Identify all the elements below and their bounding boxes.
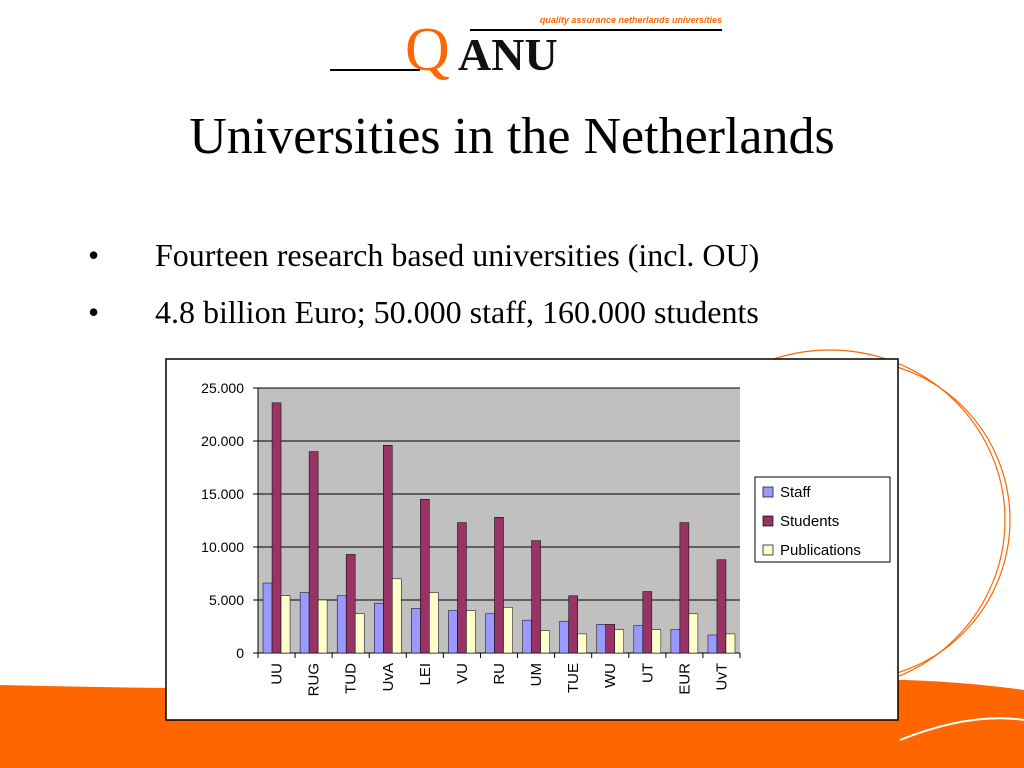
bar [725, 633, 736, 654]
legend-label: Staff [780, 484, 811, 501]
y-tick-label: 10.000 [201, 539, 244, 555]
y-tick-label: 25.000 [201, 380, 244, 396]
bar [262, 582, 273, 654]
bar [354, 613, 365, 654]
bar [651, 629, 662, 654]
legend-box [754, 476, 891, 563]
legend-swatch [762, 486, 774, 498]
bar [596, 624, 606, 654]
bullet-marker: • [88, 237, 99, 273]
legend-label: Students [780, 513, 839, 530]
y-tick-label: 15.000 [201, 486, 244, 502]
x-tick-label: TUD [343, 663, 360, 694]
logo-tagline: quality assurance netherlands universiti… [540, 15, 722, 25]
bar [392, 578, 402, 654]
bar [411, 608, 421, 654]
bar [605, 624, 615, 654]
y-tick-label: 5.000 [209, 592, 244, 608]
y-tick-label: 0 [236, 645, 244, 661]
legend-swatch [762, 544, 774, 556]
bar [308, 451, 319, 654]
logo-initial: Q [405, 16, 450, 84]
bar [345, 554, 356, 654]
x-tick-label: EUR [676, 663, 693, 695]
x-tick-label: RU [491, 663, 508, 685]
slide-title: Universities in the Netherlands [189, 108, 835, 165]
bar [317, 599, 328, 654]
x-tick-label: UU [269, 663, 286, 685]
bar [420, 499, 430, 654]
x-tick-label: WU [602, 663, 619, 688]
bar [633, 625, 644, 654]
bar [429, 592, 439, 654]
bar [280, 595, 291, 654]
logo-text: ANU [458, 29, 558, 80]
bar [679, 522, 690, 654]
bar [559, 620, 569, 654]
bar [383, 444, 393, 654]
bar [494, 517, 504, 654]
legend-swatch [762, 515, 774, 527]
x-tick-label: UT [639, 663, 656, 683]
bar [299, 592, 310, 654]
y-tick-label: 20.000 [201, 433, 244, 449]
bar [271, 402, 282, 654]
bar [707, 634, 718, 654]
bar [448, 610, 458, 654]
bar [374, 602, 384, 654]
bar [466, 610, 476, 654]
bar [531, 540, 541, 654]
bar [577, 633, 587, 654]
bar [670, 629, 681, 654]
bar [716, 559, 727, 654]
x-tick-label: UM [528, 663, 545, 686]
bar [642, 591, 653, 654]
bar [485, 613, 495, 654]
bullet-marker: • [88, 294, 99, 330]
x-tick-label: VU [454, 663, 471, 684]
bar [336, 595, 347, 654]
bullet: Fourteen research based universities (in… [155, 237, 759, 273]
bottom-band-highlight [899, 717, 1024, 741]
bar [614, 629, 624, 654]
x-tick-label: RUG [306, 663, 323, 696]
bar [503, 607, 513, 654]
bar [540, 630, 550, 654]
bar [568, 595, 578, 654]
bar [688, 613, 699, 654]
x-tick-label: UvA [380, 663, 397, 691]
bar [457, 522, 467, 654]
x-tick-label: TUE [565, 663, 582, 693]
x-tick-label: LEI [417, 663, 434, 686]
bullet: 4.8 billion Euro; 50.000 staff, 160.000 … [155, 294, 759, 330]
x-tick-label: UvT [713, 663, 730, 691]
legend-label: Publications [780, 542, 861, 559]
bar [522, 619, 532, 654]
